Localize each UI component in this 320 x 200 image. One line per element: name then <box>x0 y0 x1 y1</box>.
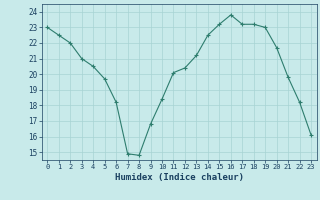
X-axis label: Humidex (Indice chaleur): Humidex (Indice chaleur) <box>115 173 244 182</box>
